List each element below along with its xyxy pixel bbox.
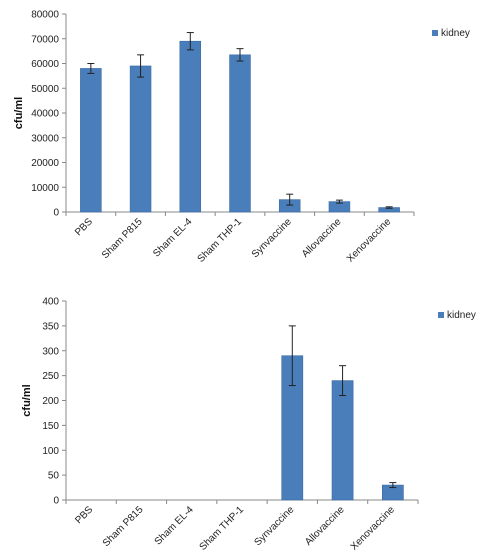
bar-sham-p815: [129, 65, 152, 213]
y-tick-label: 150: [42, 421, 59, 432]
x-tick-label: Allovaccine: [300, 216, 344, 260]
x-tick-label: Xenovaccine: [349, 504, 398, 553]
y-tick-label: 250: [42, 371, 59, 382]
legend-swatch: [438, 312, 444, 318]
y-tick-label: 0: [53, 208, 59, 219]
y-tick-label: 400: [42, 297, 59, 308]
x-tick-label: Sham EL-4: [151, 216, 194, 259]
y-tick-label: 10000: [31, 183, 59, 194]
bar-sham-el-4: [179, 40, 202, 213]
y-tick-label: 350: [42, 321, 59, 332]
bar-sham-thp-1: [229, 54, 251, 213]
y-axis-title: cfu/ml: [13, 97, 25, 129]
legend-label: kidney: [441, 28, 470, 39]
x-tick-label: Sham EL-4: [153, 504, 196, 547]
chart-1: 0 10000 20000 30000 40000 50000 60000 70000 8000…: [13, 10, 470, 265]
x-tick-label: PBS: [73, 504, 95, 526]
y-tick-label: 100: [42, 446, 59, 457]
x-tick-label: Xenovaccine: [345, 216, 394, 265]
x-tick-label: Sham THP-1: [198, 504, 247, 553]
y-tick-label: 0: [53, 496, 59, 507]
x-tick-label: Sham THP-1: [196, 216, 245, 265]
y-tick-label: 200: [42, 396, 59, 407]
x-tick-label: Allovaccine: [303, 504, 347, 548]
y-tick-label: 40000: [31, 109, 59, 120]
x-tick-label: Synvaccine: [250, 216, 294, 260]
y-tick-label: 80000: [31, 10, 59, 21]
bar-pbs: [80, 68, 102, 213]
x-tick-label: Sham P815: [100, 216, 145, 261]
y-axis-title: cfu/ml: [21, 384, 33, 416]
y-tick-label: 300: [42, 346, 59, 357]
x-tick-label: Sham P815: [101, 504, 146, 549]
x-tick-label: Synvaccine: [252, 504, 296, 548]
y-tick-label: 50000: [31, 84, 59, 95]
legend-swatch: [432, 30, 438, 36]
bar-allovaccine: [331, 380, 354, 501]
x-tick-label: PBS: [73, 216, 95, 238]
legend-label: kidney: [447, 310, 476, 321]
y-tick-label: 70000: [31, 34, 59, 45]
y-tick-label: 60000: [31, 59, 59, 70]
y-tick-label: 20000: [31, 158, 59, 169]
y-tick-label: 50: [48, 471, 60, 482]
y-tick-label: 30000: [31, 133, 59, 144]
